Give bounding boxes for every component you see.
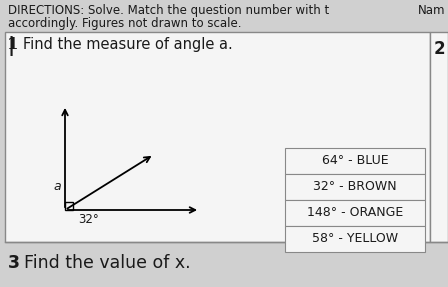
Bar (65, 202, 73, 210)
Text: 58° - YELLOW: 58° - YELLOW (312, 232, 398, 245)
Text: 148° - ORANGE: 148° - ORANGE (307, 207, 403, 220)
Text: Nam: Nam (418, 4, 445, 17)
Text: 32° - BROWN: 32° - BROWN (313, 181, 397, 193)
Text: a: a (53, 180, 60, 193)
Bar (430, 32, 448, 242)
Text: DIRECTIONS: Solve. Match the question number with t: DIRECTIONS: Solve. Match the question nu… (8, 4, 329, 17)
Text: Find the value of x.: Find the value of x. (24, 254, 191, 272)
Text: accordingly. Figures not drawn to scale.: accordingly. Figures not drawn to scale. (8, 17, 241, 30)
Bar (285, 148, 425, 174)
Text: Find the measure of angle a.: Find the measure of angle a. (23, 37, 233, 52)
Text: 3: 3 (8, 254, 20, 272)
Text: |: | (7, 36, 14, 56)
Bar (285, 200, 425, 226)
Text: 2: 2 (433, 40, 445, 58)
Bar (5, 32, 430, 242)
Text: 64° - BLUE: 64° - BLUE (322, 154, 388, 168)
Bar (285, 226, 425, 252)
Text: 32°: 32° (78, 213, 99, 226)
Bar (285, 174, 425, 200)
Text: 1: 1 (7, 36, 18, 53)
